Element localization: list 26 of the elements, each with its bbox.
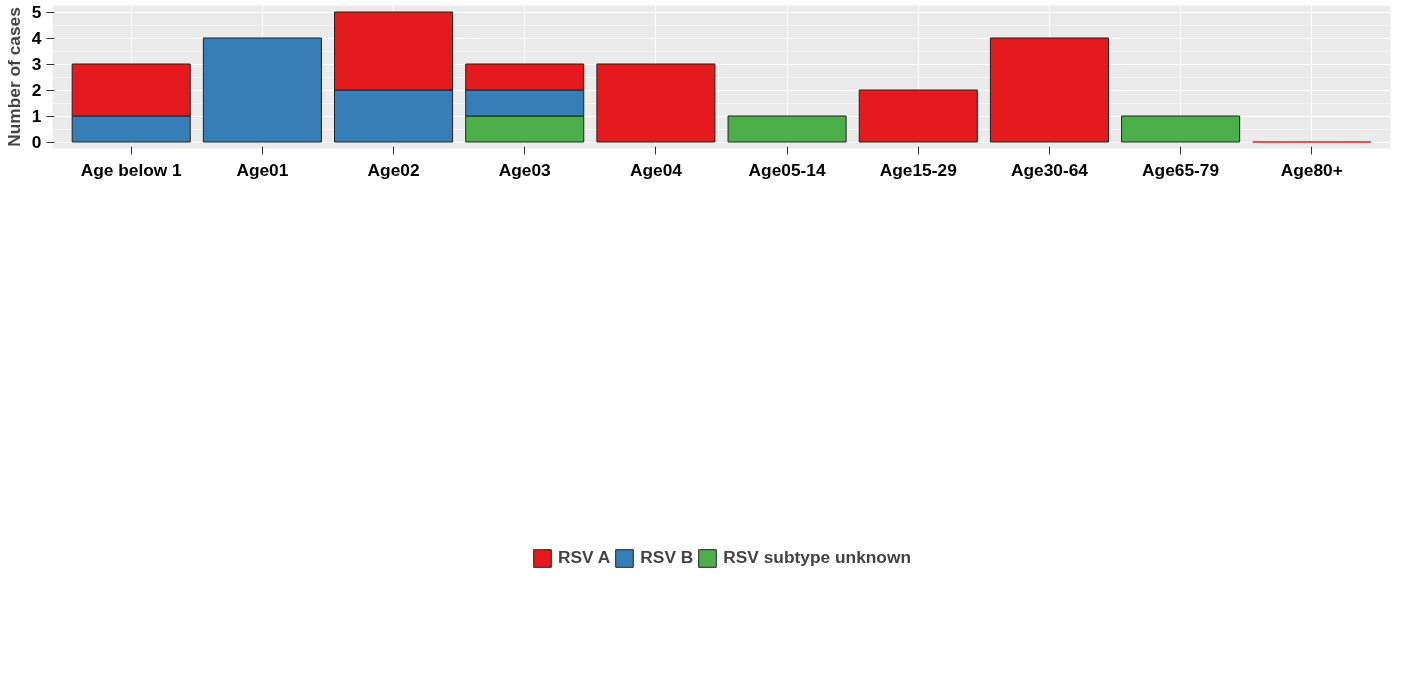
y-tick-label: 1	[31, 106, 42, 126]
x-tick-label: Age04	[629, 159, 683, 180]
x-tick-label: Age15-29	[879, 159, 957, 180]
legend-label: RSV B	[640, 547, 694, 568]
x-tick-label: Age01	[236, 159, 289, 180]
bar	[596, 63, 716, 143]
y-tick-label: 3	[31, 54, 42, 74]
y-axis-title: Number of cases	[3, 7, 24, 147]
bar	[858, 89, 978, 143]
bar	[727, 115, 847, 143]
legend-label: RSV subtype unknown	[723, 547, 912, 568]
bar	[989, 37, 1109, 143]
y-tick-label: 0	[31, 132, 42, 152]
x-tick-label: Age02	[367, 159, 420, 180]
bar	[202, 37, 322, 143]
y-tick-label: 5	[31, 2, 42, 22]
x-tick-label: Age below 1	[80, 159, 183, 180]
x-tick-label: Age03	[498, 159, 552, 180]
bar	[1121, 115, 1241, 143]
y-tick-label: 2	[31, 80, 42, 100]
x-tick-label: Age65-79	[1142, 159, 1220, 180]
y-tick-label: 4	[31, 28, 42, 48]
x-tick-label: Age80+	[1280, 159, 1343, 180]
legend-label: RSV A	[557, 547, 611, 568]
x-tick-label: Age05-14	[748, 159, 826, 180]
x-tick-label: Age30-64	[1010, 159, 1089, 180]
